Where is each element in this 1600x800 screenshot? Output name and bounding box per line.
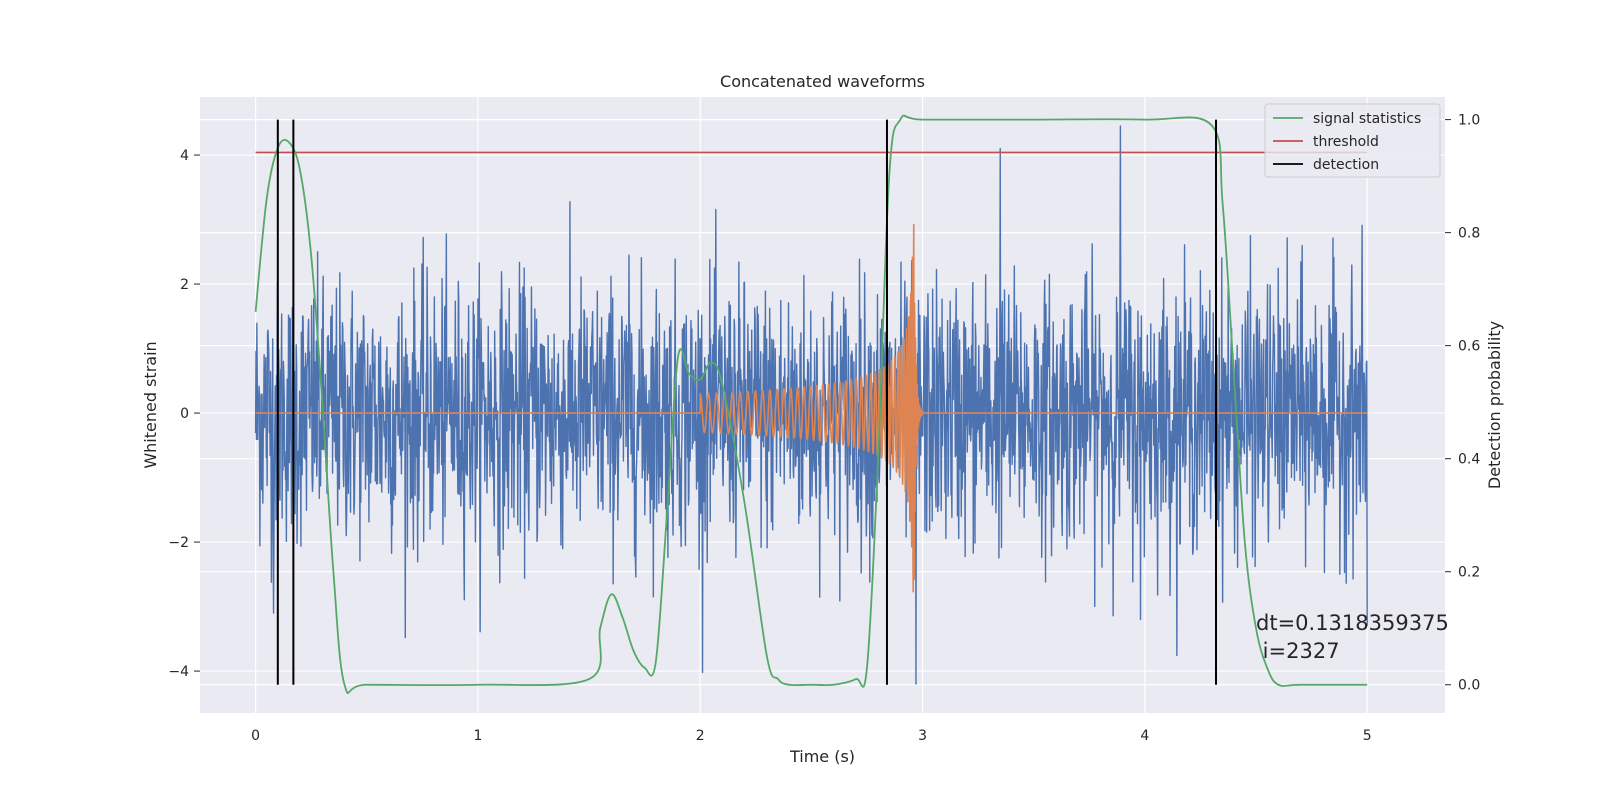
- y-right-tick-label: 0.0: [1458, 678, 1480, 694]
- y-right-tick-label: 1.0: [1458, 113, 1480, 129]
- y-axis-label: Whitened strain: [141, 341, 160, 468]
- y-axis-right-label: Detection probability: [1485, 321, 1504, 489]
- waveform-series-line: [254, 223, 1368, 593]
- x-tick-label: 2: [696, 728, 705, 744]
- x-tick-label: 0: [251, 728, 260, 744]
- legend: signal statistics threshold detection: [1264, 103, 1441, 178]
- y-right-tick-label: 0.4: [1458, 452, 1480, 468]
- y-tick-label: 0: [180, 406, 189, 422]
- chart-title: Concatenated waveforms: [720, 72, 925, 91]
- y-right-tick-label: 0.8: [1458, 226, 1480, 242]
- x-tick-label: 3: [918, 728, 927, 744]
- annotation-dt: dt=0.1318359375: [1256, 611, 1449, 635]
- legend-label-detection: detection: [1313, 157, 1379, 173]
- x-tick-label: 1: [473, 728, 482, 744]
- noise-series-line: [254, 125, 1368, 685]
- annotation-index: i=2327: [1256, 639, 1340, 663]
- legend-box: [1264, 103, 1441, 178]
- y-tick-label: 4: [180, 148, 189, 164]
- legend-label-threshold: threshold: [1313, 134, 1379, 150]
- x-axis-label: Time (s): [789, 747, 855, 766]
- x-tick-label: 4: [1140, 728, 1149, 744]
- signal-statistics-line: [254, 114, 1368, 694]
- x-tick-label: 5: [1363, 728, 1372, 744]
- y-right-tick-label: 0.2: [1458, 565, 1480, 581]
- y-tick-label: −2: [168, 535, 189, 551]
- legend-label-signal-statistics: signal statistics: [1313, 111, 1421, 127]
- data-layer: [254, 114, 1368, 694]
- y-tick-label: 2: [180, 277, 189, 293]
- y-tick-label: −4: [168, 664, 189, 680]
- y-right-tick-label: 0.6: [1458, 339, 1480, 355]
- ticks: 0 1 2 3 4 5 −4 −2 0 2 4 0.0 0.2 0.4 0.6 0.8 1.0: [168, 113, 1480, 744]
